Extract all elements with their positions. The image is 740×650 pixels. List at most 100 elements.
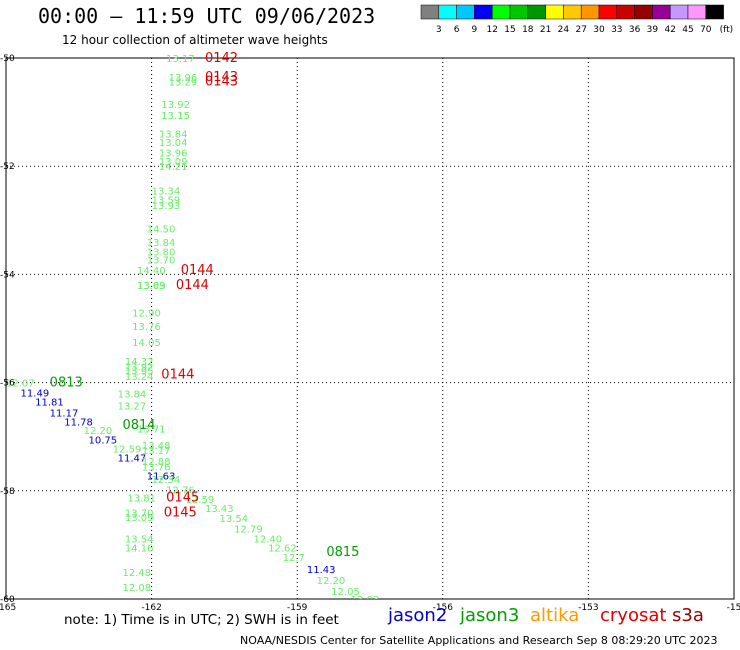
jason2-point-label: 10.75 [89, 435, 118, 446]
y-tick-label: -60 [0, 595, 15, 605]
jason3-swh-b-point-label: 13.15 [161, 111, 190, 122]
jason3-swh-b-point-label: 13.81 [127, 493, 156, 504]
jason3-swh-point-label: 12.76 [166, 486, 195, 497]
wave-height-plot: -165 -162 -159 -156 -153 -15 -50 -52 -54 -56 -58 -6… [0, 51, 740, 613]
cryosat-point-label: 0144 [161, 367, 194, 382]
jason3-swh-b-point-label: 13.17 [142, 446, 171, 457]
jason3-swh-point-label: 12.20 [317, 576, 346, 587]
jason3-swh-b-point-label: 14.32 [125, 357, 154, 368]
plot-frame [5, 57, 735, 600]
jason3-swh-b-point-label: 13.76 [132, 322, 161, 333]
jason3-swh-b-point-label: 13.27 [118, 401, 147, 412]
jason3-swh-b-point-label: 14.05 [132, 338, 161, 349]
colorbar-swatch [705, 4, 724, 20]
colorbar-label: 39 [647, 25, 659, 35]
jason3-swh-point-label: 12.20 [84, 426, 113, 437]
cryosat-point-label: 0145 [164, 505, 197, 520]
colorbar-label: 15 [504, 25, 515, 35]
colorbar: 3 6 9 12 15 18 21 24 27 30 33 36 39 42 45 70 (ft) [420, 4, 734, 35]
colorbar-label: 27 [575, 25, 586, 35]
legend-jason3: jason3 [460, 605, 520, 626]
cryosat-point-label: 0143 [205, 70, 238, 85]
jason3-swh-b-point-label: 14.50 [147, 224, 176, 235]
colorbar-unit: (ft) [720, 25, 734, 35]
jason3-swh-b-point-label: 14.21 [159, 162, 188, 173]
cryosat-point-label: 0142 [205, 51, 238, 66]
jason3-swh-point-label: 12.59 [186, 495, 215, 506]
cryosat-point-label: 0145 [166, 490, 199, 505]
legend-s3a: s3a [672, 605, 704, 626]
jason3-swh-point-label: 12.05 [331, 587, 360, 598]
jason2-point-label: 11.63 [147, 472, 176, 483]
jason3-swh-b-point-label: 13.95 [125, 367, 154, 378]
footer-credit: NOAA/NESDIS Center for Satellite Applica… [240, 634, 718, 647]
jason3-swh-b-point-label: 13.70 [147, 255, 176, 266]
jason3-swh-point-label: 13.03 [351, 595, 380, 606]
page-subtitle: 12 hour collection of altimeter wave hei… [62, 33, 328, 47]
jason3-swh-b-point-label: 13.96 [159, 149, 188, 160]
legend-jason2: jason2 [388, 605, 448, 626]
y-tick-label: -54 [0, 270, 15, 280]
x-tick-label: -159 [287, 603, 308, 613]
jason2-point-label: 11.17 [50, 408, 79, 419]
jason3-point-label: 0815 [326, 545, 359, 560]
jason3-swh-b-point-label: 13.84 [159, 130, 188, 141]
colorbar-label: 3 [436, 25, 442, 35]
jason3-swh-b-point-label: 13.04 [159, 138, 188, 149]
jason3-swh-b-point-label: 13.48 [142, 441, 171, 452]
colorbar-label: 21 [540, 25, 551, 35]
jason3-swh-b-point-label: 13.92 [125, 362, 154, 373]
jason3-swh-b-point-label: 13.54 [125, 534, 154, 545]
jason3-swh-b-point-label: 13.59 [152, 196, 181, 207]
jason3-swh-b-point-label: 14.16 [125, 544, 154, 555]
cryosat-point-label: 0144 [176, 278, 209, 293]
colorbar-label: 33 [611, 25, 622, 35]
colorbar-label: 24 [558, 25, 570, 35]
jason3-swh-b-point-label: 13.29 [169, 77, 198, 88]
jason3-swh-point-label: 12.07 [6, 379, 35, 390]
jason3-swh-point-label: 12.79 [234, 525, 263, 536]
jason3-swh-b-point-label: 13.84 [118, 389, 147, 400]
jason3-swh-b-point-label: 13.96 [169, 73, 198, 84]
jason3-swh-point-label: 12.62 [268, 544, 297, 555]
jason3-point-label: 0813 [50, 376, 83, 391]
x-tick-label: -15 [727, 603, 740, 613]
colorbar-label: 30 [593, 25, 605, 35]
jason3-swh-point-label: 12.7 [283, 553, 305, 564]
x-tick-label: -156 [433, 603, 454, 613]
footer-note: note: 1) Time is in UTC; 2) SWH is in fe… [64, 612, 339, 628]
jason3-swh-b-point-label: 12.90 [132, 308, 161, 319]
jason3-swh-b-point-label: 13.09 [125, 513, 154, 524]
jason3-swh-b-point-label: 13.80 [147, 248, 176, 259]
jason3-swh-b-point-label: 13.17 [166, 54, 195, 65]
y-tick-label: -58 [0, 487, 15, 497]
colorbar-label: 18 [522, 25, 534, 35]
jason3-swh-point-label: 12.40 [254, 534, 283, 545]
colorbar-label: 45 [682, 25, 693, 35]
jason2-point-label: 11.78 [64, 418, 93, 429]
jason3-swh-b-point-label: 13.70 [125, 508, 154, 519]
x-tick-label: -153 [578, 603, 598, 613]
jason3-point-label: 0814 [122, 418, 155, 433]
cryosat-point-label: 0144 [181, 263, 214, 278]
jason3-swh-point-label: 12.59 [113, 445, 142, 456]
colorbar-label: 6 [454, 25, 460, 35]
jason3-swh-b-point-label: 13.71 [137, 425, 166, 436]
jason3-swh-b-point-label: 13.69 [137, 281, 166, 292]
y-tick-label: -50 [0, 54, 15, 64]
colorbar-label: 42 [664, 25, 675, 35]
jason3-swh-b-point-label: 12.48 [122, 568, 151, 579]
jason3-swh-b-point-label: 13.93 [152, 201, 181, 212]
x-tick-label: -165 [0, 603, 16, 613]
page-title: 00:00 – 11:59 UTC 09/06/2023 [38, 4, 376, 28]
colorbar-label: 9 [472, 25, 478, 35]
jason2-point-label: 11.47 [118, 453, 147, 464]
jason3-swh-b-point-label: 13.76 [142, 462, 171, 473]
jason3-swh-b-point-label: 14.40 [137, 266, 166, 277]
jason3-swh-point-label: 13.43 [205, 504, 234, 515]
jason3-swh-b-point-label: 13.92 [161, 100, 190, 111]
jason3-swh-b-point-label: 13.03 [137, 281, 166, 292]
jason3-swh-point-label: 13.54 [220, 514, 249, 525]
legend-altika: altika [530, 605, 580, 626]
